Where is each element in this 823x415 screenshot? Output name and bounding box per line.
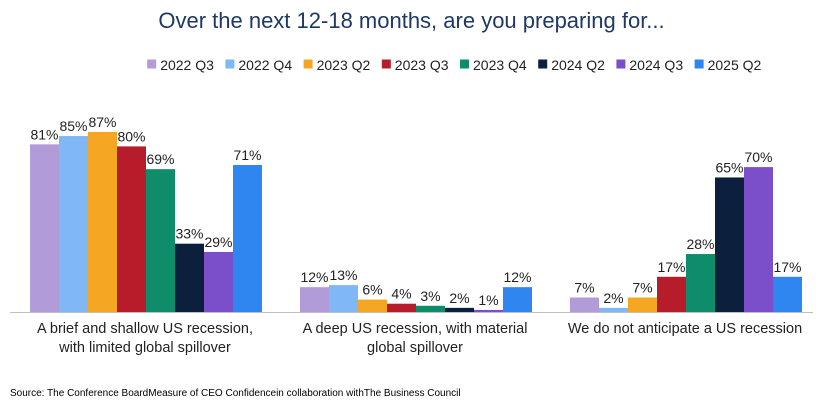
- data-label-0-2: 87%: [88, 114, 116, 130]
- data-label-0-7: 71%: [233, 147, 261, 163]
- bar-1-2: [358, 299, 387, 312]
- data-label-0-3: 80%: [117, 128, 145, 144]
- category-label-0-1: with limited global spillover: [58, 340, 231, 356]
- legend-swatch-3: [381, 59, 391, 69]
- data-label-1-6: 1%: [478, 292, 498, 308]
- data-label-2-0: 7%: [574, 280, 594, 296]
- bar-2-2: [628, 297, 657, 312]
- bar-0-3: [117, 146, 146, 312]
- legend-swatch-2: [303, 59, 313, 69]
- data-label-2-5: 65%: [715, 159, 743, 175]
- legend-swatch-1: [225, 59, 235, 69]
- data-label-1-1: 13%: [329, 267, 357, 283]
- bar-0-6: [204, 251, 233, 312]
- bar-2-1: [599, 307, 628, 312]
- legend-label-2: 2023 Q2: [317, 57, 371, 73]
- bar-0-1: [59, 136, 88, 312]
- data-label-2-7: 17%: [773, 259, 801, 275]
- legend-label-5: 2024 Q2: [551, 57, 605, 73]
- data-label-1-5: 2%: [449, 290, 469, 306]
- data-label-2-2: 7%: [632, 280, 652, 296]
- bar-2-7: [773, 276, 802, 312]
- legend-swatch-0: [147, 59, 157, 69]
- bar-0-5: [175, 243, 204, 312]
- category-label-2-0: We do not anticipate a US recession: [568, 321, 802, 337]
- category-label-1-0: A deep US recession, with material: [303, 321, 528, 337]
- data-label-0-1: 85%: [59, 118, 87, 134]
- legend-label-0: 2022 Q3: [160, 57, 214, 73]
- data-label-2-1: 2%: [603, 290, 623, 306]
- bar-0-2: [88, 131, 117, 312]
- bar-1-3: [387, 303, 416, 312]
- data-label-1-2: 6%: [362, 282, 382, 298]
- bar-0-4: [146, 169, 175, 312]
- legend-swatch-7: [694, 59, 704, 69]
- bar-2-4: [686, 254, 715, 312]
- bar-0-0: [30, 144, 59, 312]
- legend-swatch-4: [460, 59, 469, 69]
- bar-2-6: [744, 167, 773, 312]
- data-label-2-3: 17%: [657, 259, 685, 275]
- bar-1-1: [329, 285, 358, 312]
- data-label-0-0: 81%: [30, 126, 58, 142]
- data-label-2-4: 28%: [686, 236, 714, 252]
- data-label-1-7: 12%: [503, 269, 531, 285]
- legend-swatch-6: [616, 59, 626, 69]
- legend-label-1: 2022 Q4: [238, 57, 292, 73]
- chart-title: Over the next 12-18 months, are you prep…: [158, 8, 665, 33]
- bar-1-4: [416, 305, 445, 312]
- bar-2-5: [715, 177, 744, 312]
- bar-0-7: [233, 165, 262, 312]
- bar-2-0: [570, 297, 599, 312]
- data-label-0-4: 69%: [146, 151, 174, 167]
- data-label-0-6: 29%: [204, 234, 232, 250]
- legend-label-6: 2024 Q3: [629, 57, 683, 73]
- data-label-1-0: 12%: [300, 269, 328, 285]
- legend-label-3: 2023 Q3: [395, 57, 449, 73]
- bar-2-3: [657, 276, 686, 312]
- data-label-0-5: 33%: [175, 226, 203, 242]
- bar-1-6: [474, 309, 503, 312]
- data-label-1-3: 4%: [391, 286, 411, 302]
- source-note: Source: The Conference BoardMeasure of C…: [10, 388, 461, 399]
- category-label-1-1: global spillover: [367, 340, 463, 356]
- legend-label-4: 2023 Q4: [473, 57, 527, 73]
- bar-1-0: [300, 287, 329, 312]
- bar-1-7: [503, 287, 532, 312]
- legend-label-7: 2025 Q2: [708, 57, 762, 73]
- data-label-2-6: 70%: [744, 149, 772, 165]
- data-label-1-4: 3%: [420, 288, 440, 304]
- bar-1-5: [445, 307, 474, 312]
- category-label-0-0: A brief and shallow US recession,: [37, 321, 253, 337]
- legend-swatch-5: [538, 59, 548, 69]
